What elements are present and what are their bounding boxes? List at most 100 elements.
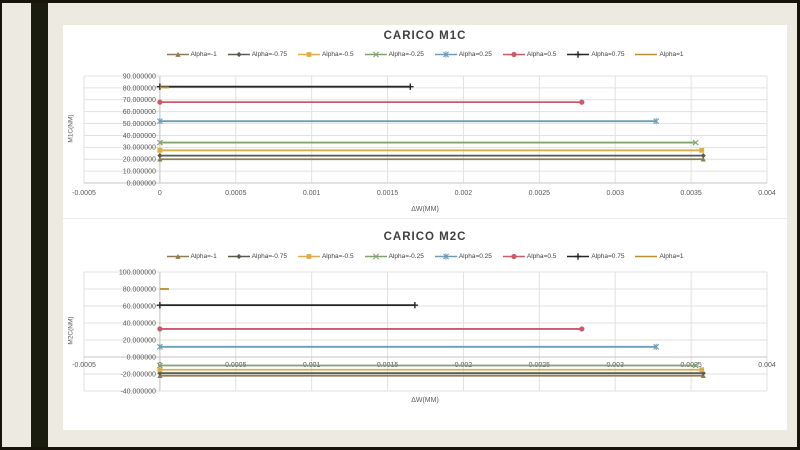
series-Alpha=-0.75 (157, 153, 706, 159)
series-Alpha=0.5 (157, 326, 585, 332)
x-tick-label: 0 (158, 190, 162, 197)
x-tick-label: 0.002 (455, 190, 473, 197)
legend-label: Alpha=0.5 (526, 51, 557, 58)
series-Alpha=-0.5 (157, 367, 705, 373)
series-Alpha=0.75 (156, 83, 414, 90)
x-tick-label: 0.004 (758, 362, 776, 369)
legend-swatch-icon (434, 253, 457, 260)
x-tick-label: 0.003 (606, 190, 624, 197)
chart-legend: Alpha=-1 Alpha=-0.75 Alpha=-0.5 Alpha=-0.25… (63, 252, 787, 261)
y-tick-label: 50.000000 (123, 121, 156, 128)
legend-item-Alpha=1: Alpha=1 (635, 50, 684, 59)
y-tick-label: 30.000000 (123, 145, 156, 152)
frame-bottom-border (0, 447, 800, 450)
legend-item-Alpha=-0.75: Alpha=-0.75 (227, 50, 287, 59)
legend-item-Alpha=-0.5: Alpha=-0.5 (297, 252, 354, 261)
chart-plot-area: -40.000000 -20.000000 0.000000 20.000000 40.… (72, 269, 776, 395)
y-tick-label: 80.000000 (123, 286, 156, 293)
y-tick-label: 80.000000 (123, 85, 156, 92)
series-Alpha=0.25 (156, 118, 660, 125)
chart-title: CARICO M2C (383, 231, 467, 243)
legend-label: Alpha=-0.5 (321, 253, 354, 260)
series-Alpha=0.25 (156, 343, 660, 350)
x-tick-label: -0.0005 (72, 362, 96, 369)
legend-label: Alpha=0.75 (591, 253, 625, 260)
legend-item-Alpha=-0.25: Alpha=-0.25 (364, 50, 424, 59)
series-Alpha=-0.25 (156, 362, 699, 369)
legend-item-Alpha=0.25: Alpha=0.25 (434, 50, 492, 59)
x-axis-title: ΔW(MM) (411, 206, 439, 213)
x-tick-label: 0.0035 (680, 190, 702, 197)
legend-item-Alpha=1: Alpha=1 (635, 252, 684, 261)
legend-item-Alpha=0.75: Alpha=0.75 (567, 252, 624, 261)
y-axis-title: M1C(NM) (67, 114, 75, 143)
y-tick-label: 0.000000 (127, 354, 156, 361)
legend-item-Alpha=-0.25: Alpha=-0.25 (364, 252, 424, 261)
y-tick-label: 0.000000 (127, 180, 156, 187)
y-tick-label: -40.000000 (120, 388, 156, 395)
x-axis-title: ΔW(MM) (411, 397, 439, 404)
slide-content-panel: CARICO M1C Alpha=-1 Alpha=-0.75 Alpha=-0.5… (63, 25, 787, 430)
series-Alpha=0.5 (157, 99, 585, 105)
legend-item-Alpha=-0.75: Alpha=-0.75 (227, 252, 287, 261)
x-tick-label: 0.0025 (529, 190, 551, 197)
legend-swatch-icon (166, 253, 189, 259)
series-Alpha=-0.25 (156, 139, 699, 146)
legend-label: Alpha=0.75 (591, 51, 625, 58)
legend-swatch-icon (502, 253, 525, 260)
legend-label: Alpha=-0.5 (321, 51, 354, 58)
legend-swatch-icon (635, 53, 658, 56)
y-tick-label: 20.000000 (123, 337, 156, 344)
y-tick-label: 100.000000 (119, 269, 156, 276)
y-tick-label: 40.000000 (123, 133, 156, 140)
legend-label: Alpha=-0.75 (251, 51, 287, 58)
legend-label: Alpha=-1 (190, 51, 217, 58)
legend-swatch-icon (227, 253, 250, 260)
legend-swatch-icon (567, 51, 590, 58)
series-Alpha=-1 (157, 156, 706, 162)
y-tick-label: 40.000000 (123, 320, 156, 327)
chart-title: CARICO M1C (383, 30, 467, 42)
legend-item-Alpha=-1: Alpha=-1 (166, 50, 217, 59)
legend-swatch-icon (227, 51, 250, 58)
y-tick-label: -20.000000 (120, 371, 156, 378)
chart-plot-area: 0.000000 10.000000 20.000000 30.000000 40.00… (72, 73, 776, 197)
series-Alpha=0.75 (156, 301, 419, 309)
left-accent-stripe (31, 0, 48, 450)
y-axis-title: M2C(NM) (67, 316, 75, 345)
legend-item-Alpha=-0.5: Alpha=-0.5 (297, 50, 354, 59)
legend-item-Alpha=0.75: Alpha=0.75 (567, 50, 624, 59)
legend-item-Alpha=0.5: Alpha=0.5 (502, 252, 557, 261)
x-tick-label: 0.004 (758, 190, 776, 197)
legend-item-Alpha=0.25: Alpha=0.25 (434, 252, 492, 261)
legend-label: Alpha=-1 (190, 253, 217, 260)
legend-label: Alpha=0.5 (526, 253, 557, 260)
legend-item-Alpha=-1: Alpha=-1 (166, 252, 217, 261)
legend-label: Alpha=-0.25 (388, 253, 424, 260)
legend-swatch-icon (502, 51, 525, 58)
y-tick-label: 10.000000 (123, 169, 156, 176)
legend-item-Alpha=0.5: Alpha=0.5 (502, 50, 557, 59)
legend-swatch-icon (364, 51, 387, 58)
legend-label: Alpha=1 (659, 51, 684, 58)
chart-carico-m2c[interactable]: CARICO M2C Alpha=-1 Alpha=-0.75 Alpha=-0.5… (63, 219, 787, 413)
legend-swatch-icon (364, 253, 387, 260)
legend-label: Alpha=-0.75 (251, 253, 287, 260)
x-tick-label: 0.0015 (377, 190, 399, 197)
frame-top-border (0, 0, 800, 3)
x-tick-label: 0.0005 (225, 190, 247, 197)
y-tick-label: 70.000000 (123, 97, 156, 104)
x-tick-label: 0.001 (303, 190, 321, 197)
frame-left-border (0, 0, 2, 450)
series-Alpha=-0.5 (157, 147, 705, 153)
x-tick-label: -0.0005 (72, 190, 96, 197)
y-tick-label: 90.000000 (123, 73, 156, 80)
chart-carico-m1c[interactable]: CARICO M1C Alpha=-1 Alpha=-0.75 Alpha=-0.5… (63, 25, 787, 219)
legend-label: Alpha=-0.25 (388, 51, 424, 58)
legend-swatch-icon (297, 52, 320, 57)
frame-right-border (797, 0, 800, 450)
legend-swatch-icon (297, 254, 320, 259)
legend-swatch-icon (166, 51, 189, 57)
legend-swatch-icon (635, 255, 658, 258)
